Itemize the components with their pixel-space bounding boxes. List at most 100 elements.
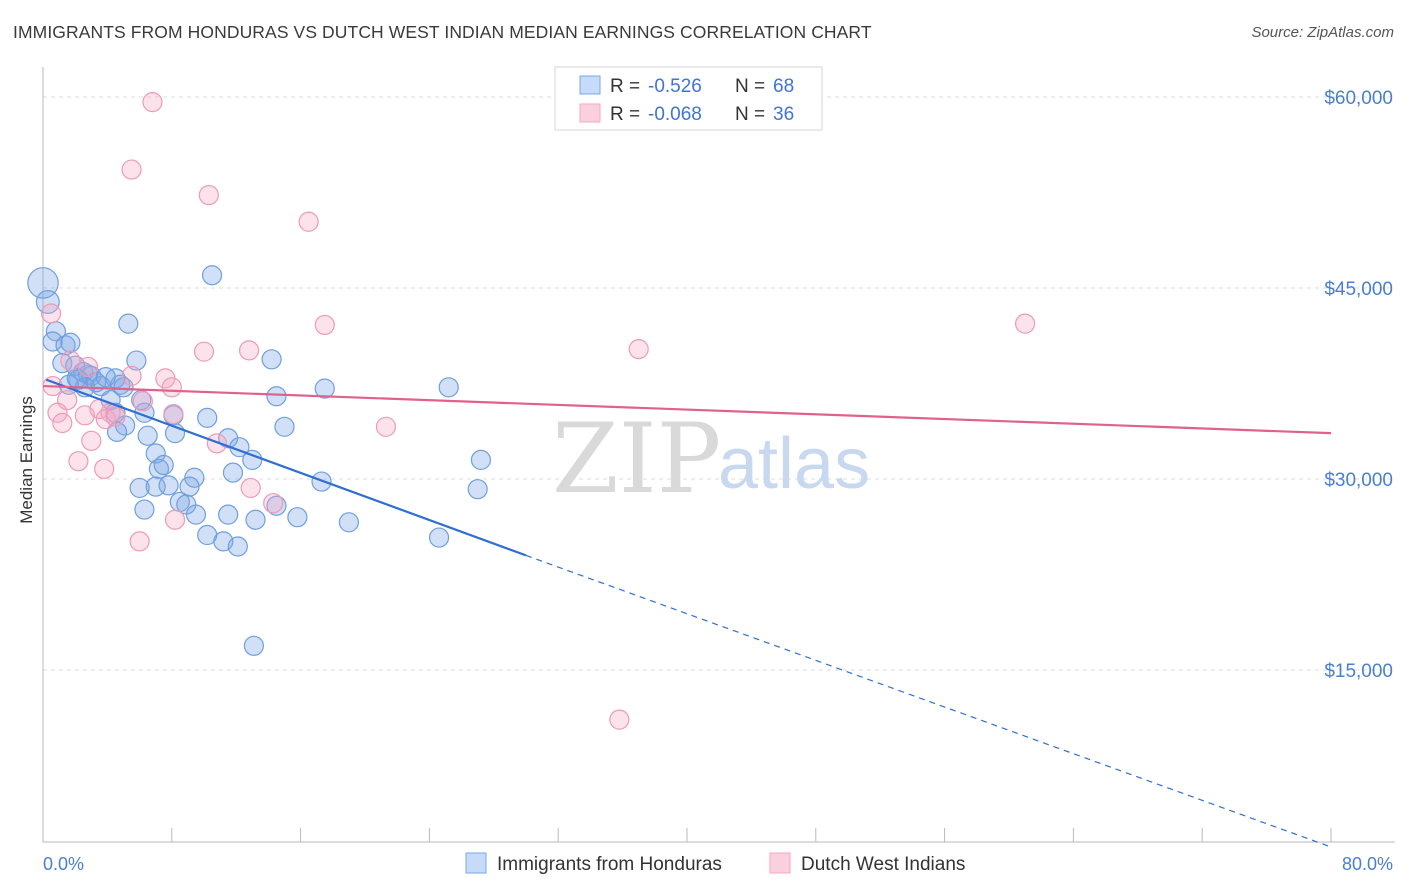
dutch-west-indian-point [609,709,630,730]
bottom-legend-label-dutch-west-indians: Dutch West Indians [801,854,965,875]
series-legend: Immigrants from Honduras Dutch West Indi… [465,852,965,875]
honduras-point [470,449,492,470]
honduras-point [467,479,488,500]
honduras-point [185,504,207,525]
honduras-trend-line [45,378,527,557]
honduras-point [42,331,63,352]
honduras-point [245,509,266,530]
honduras-point [126,350,147,371]
honduras-point [145,443,166,464]
honduras-point [153,454,174,476]
dutch-west-indian-point [60,350,81,371]
honduras-point [243,635,265,656]
watermark-zip: ZIP [552,403,721,515]
dutch-west-indian-point [68,451,89,472]
dutch-west-indian-point [81,430,102,451]
x-tick-label-min: 0.0% [43,854,84,874]
dutch-west-indian-point [263,493,284,514]
honduras-point [129,477,150,499]
honduras-point [222,462,244,483]
honduras-point [338,512,359,533]
x-tick-label-max: 80.0% [1342,854,1393,874]
axes [42,67,1395,843]
dutch-west-indian-point [142,91,163,113]
chart-title: IMMIGRANTS FROM HONDURAS VS DUTCH WEST I… [13,22,872,42]
honduras-point [242,449,263,470]
dutch-west-indian-point [1014,313,1036,334]
honduras-point [266,386,287,407]
honduras-point [134,499,155,520]
honduras-point [113,377,134,398]
dutch-west-indians-trend-line [42,384,1332,435]
y-tick-label: $30,000 [1324,470,1393,491]
honduras-point [95,367,116,388]
legend-r-value-2: -0.068 [648,104,702,125]
source-label: Source: ZipAtlas.com [1251,24,1394,41]
dutch-west-indian-point [129,531,150,552]
honduras-point [158,475,179,496]
dutch-west-indian-point [94,458,115,479]
dutch-west-indian-point [240,477,261,499]
bottom-legend-swatch-honduras [465,852,487,874]
honduras-point [201,265,223,286]
dutch-west-indian-point [314,314,335,336]
dutch-west-indian-point [47,402,68,423]
honduras-point [274,416,295,437]
honduras-point [261,349,282,370]
dutch-west-indian-point [121,365,142,386]
honduras-point [137,425,158,446]
honduras-point [438,377,459,398]
dutch-west-indian-point [164,509,186,530]
dutch-west-indian-point [52,412,73,434]
legend-n-value-1: 68 [773,76,794,97]
dutch-west-indian-point [77,356,99,378]
y-tick-labels: $15,000 $30,000 $45,000 $60,000 [1324,88,1393,682]
trend-lines [42,378,1332,848]
dutch-west-indian-point [105,406,126,427]
dutch-west-indian-point [121,159,142,180]
honduras-point [428,527,450,548]
dutch-west-indian-point [163,403,184,425]
honduras-point [218,504,239,525]
y-tick-label: $60,000 [1324,88,1393,109]
legend-n-label-2: N = [735,104,765,125]
legend-swatch-dutch-west-indians [579,103,601,123]
bottom-legend-label-honduras: Immigrants from Honduras [497,854,722,875]
dutch-west-indian-point [298,211,319,232]
honduras-point [227,536,248,557]
honduras-point [179,476,200,497]
dutch-west-indian-point [161,377,182,398]
honduras-trend-extension [525,554,1332,848]
dutch-west-indian-point [238,340,260,361]
dutch-west-indian-point [375,416,397,437]
legend-r-label-1: R = [610,76,640,97]
honduras-point [314,378,335,399]
honduras-point [52,353,73,374]
data-points [27,91,1036,730]
honduras-point [60,332,81,353]
watermark-atlas: atlas [718,424,870,504]
dutch-west-indian-point [198,184,219,206]
honduras-point [266,495,287,516]
honduras-point [197,407,218,428]
honduras-point [145,476,166,497]
watermark: ZIP atlas [552,403,870,515]
legend-n-value-2: 36 [773,104,794,125]
dutch-west-indian-point [74,405,95,426]
honduras-point [35,290,60,315]
y-axis-title: Median Earnings [17,396,36,524]
dutch-west-indian-point [132,391,153,412]
dutch-west-indian-point [40,303,62,324]
legend-r-value-1: -0.526 [648,76,702,97]
dutch-west-indian-point [628,339,649,360]
stats-legend: R = -0.526 N = 68 R = -0.068 N = 36 [554,66,823,131]
y-tick-label: $45,000 [1324,279,1393,300]
legend-n-label-1: N = [735,76,765,97]
honduras-point [287,507,308,528]
gridlines [43,96,1395,671]
y-tick-label: $15,000 [1324,661,1393,682]
dutch-west-indian-point [193,341,215,362]
honduras-point [106,421,128,442]
bottom-legend-swatch-dutch-west-indians [769,852,791,874]
